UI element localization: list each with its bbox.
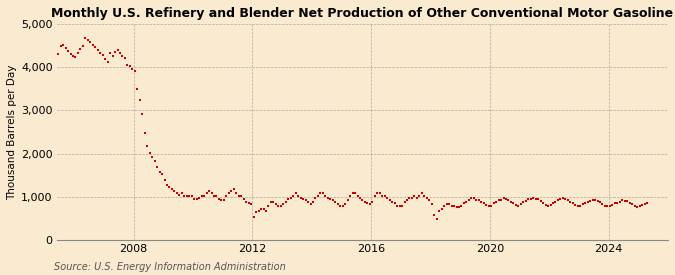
Title: Monthly U.S. Refinery and Blender Net Production of Other Conventional Motor Gas: Monthly U.S. Refinery and Blender Net Pr… bbox=[51, 7, 674, 20]
Text: Source: U.S. Energy Information Administration: Source: U.S. Energy Information Administ… bbox=[54, 262, 286, 272]
Y-axis label: Thousand Barrels per Day: Thousand Barrels per Day bbox=[7, 64, 17, 200]
